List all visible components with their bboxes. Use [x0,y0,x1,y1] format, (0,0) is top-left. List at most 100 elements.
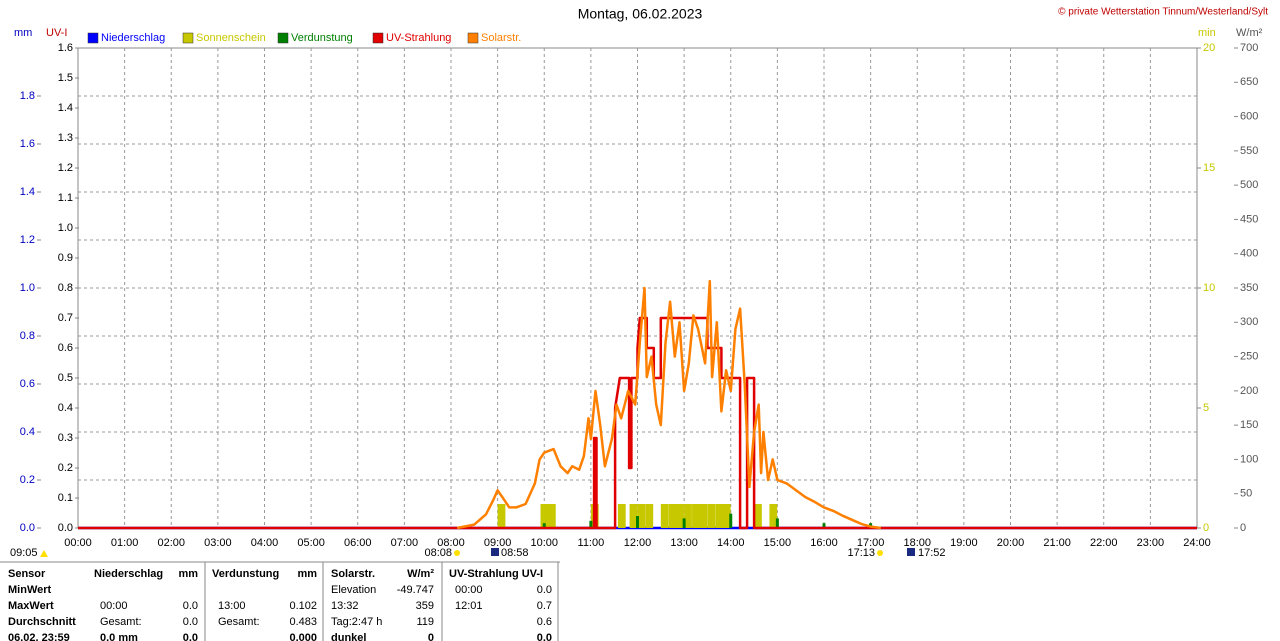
sunshine-bar [754,504,762,528]
y-tick-label: 1.8 [20,90,35,102]
sun-time: 08:08 [424,547,452,559]
table-cell: -49.747 [397,584,434,596]
x-tick-label: 21:00 [1043,537,1071,549]
y-tick-label: 0.3 [58,432,73,444]
sunshine-bar [707,504,716,528]
table-cell: Gesamt: [218,616,260,628]
sunshine-bar [692,504,700,528]
x-tick-label: 14:00 [717,537,745,549]
y-tick-label: 50 [1240,488,1252,500]
y-tick-label: 150 [1240,419,1258,431]
table-cell: 00:00 [455,584,483,596]
chart-title: Montag, 06.02.2023 [578,6,703,22]
y-tick-label: 1.4 [20,186,35,198]
sunshine-bar [684,504,692,528]
axis-label: W/m² [1236,27,1263,39]
y-tick-label: 1.4 [58,102,73,114]
y-tick-label: 300 [1240,316,1258,328]
evaporation-spike [682,518,686,528]
x-tick-label: 23:00 [1137,537,1165,549]
sunshine-bar [668,504,677,528]
table-header: mm [178,568,198,580]
row-label: Durchschnitt [8,616,76,628]
legend-swatch [372,32,384,44]
y-tick-label: 0 [1203,522,1209,534]
y-tick-label: 0.2 [20,474,35,486]
x-tick-label: 17:00 [857,537,885,549]
y-tick-label: 1.0 [58,222,73,234]
y-tick-label: 400 [1240,248,1258,260]
legend-label: Solarstr. [481,32,521,44]
sunshine-bar [699,504,708,528]
sunshine-bar [497,504,506,528]
table-cell: 119 [416,616,434,628]
table-cell: 0.102 [289,600,317,612]
sun-icon [877,550,883,556]
x-tick-label: 13:00 [670,537,698,549]
legend-swatch [182,32,194,44]
y-tick-label: 0 [1240,522,1246,534]
table-cell: 359 [416,600,434,612]
sunshine-bar [540,504,549,528]
table-cell: 0.0 [183,600,198,612]
y-tick-label: 1.6 [58,42,73,54]
legend-label: Verdunstung [291,32,353,44]
evaporation-spike [775,518,779,528]
table-cell: 0.0 [183,616,198,628]
x-tick-label: 08:00 [437,537,465,549]
y-tick-label: 1.3 [58,132,73,144]
y-tick-label: 20 [1203,42,1215,54]
x-tick-label: 18:00 [903,537,931,549]
x-tick-label: 15:00 [764,537,792,549]
evaporation-spike [729,513,733,528]
y-tick-label: 0.6 [58,342,73,354]
sunshine-bar [645,504,654,528]
row-label: MaxWert [8,600,54,612]
y-tick-label: 600 [1240,110,1258,122]
y-tick-label: 500 [1240,179,1258,191]
y-tick-label: 1.0 [20,282,35,294]
table-cell: 0.483 [289,616,317,628]
table-cell: 12:01 [455,600,483,612]
table-header: Niederschlag [94,568,163,580]
y-tick-label: 0.0 [20,522,35,534]
y-tick-label: 0.4 [20,426,35,438]
sunshine-bar [715,504,724,528]
sunshine-bar [676,504,684,528]
legend-label: Sonnenschein [196,32,266,44]
sunshine-bar [617,504,626,528]
row-label: MinWert [8,584,52,596]
y-tick-label: 1.2 [58,162,73,174]
table-cell: 0.0 mm [100,632,138,641]
y-tick-label: 250 [1240,350,1258,362]
x-tick-label: 03:00 [204,537,232,549]
y-tick-label: 0.5 [58,372,73,384]
y-tick-label: 1.6 [20,138,35,150]
table-header: UV-Strahlung UV-I [449,568,543,580]
table-header: Verdunstung [212,568,279,580]
y-tick-label: 650 [1240,76,1258,88]
sunshine-bar [769,504,778,528]
y-tick-label: 0.6 [20,378,35,390]
table-cell: 13:32 [331,600,359,612]
y-tick-label: 200 [1240,385,1258,397]
table-cell: 0.0 [537,632,552,641]
sun-icon [40,550,48,557]
sunshine-bar [637,504,646,528]
x-tick-label: 12:00 [624,537,652,549]
y-tick-label: 700 [1240,42,1258,54]
sun-time: 08:58 [501,547,529,559]
x-tick-label: 16:00 [810,537,838,549]
y-tick-label: 550 [1240,145,1258,157]
x-tick-label: 04:00 [251,537,279,549]
x-tick-label: 22:00 [1090,537,1118,549]
copyright: © private Wetterstation Tinnum/Westerlan… [1058,7,1268,18]
x-tick-label: 05:00 [297,537,325,549]
table-cell: Gesamt: [100,616,142,628]
axis-label: mm [14,27,32,39]
sun-time: 09:05 [10,547,38,559]
y-tick-label: 1.1 [58,192,73,204]
y-tick-label: 0.1 [58,492,73,504]
y-tick-label: 100 [1240,453,1258,465]
